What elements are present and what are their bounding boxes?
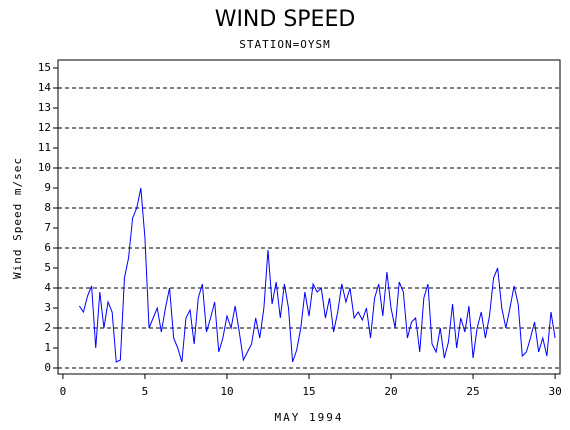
x-tick-label: 20 bbox=[384, 385, 397, 398]
x-tick-label: 0 bbox=[60, 385, 67, 398]
y-tick-label: 3 bbox=[44, 301, 51, 314]
y-tick-label: 13 bbox=[38, 101, 51, 114]
x-tick-label: 15 bbox=[302, 385, 315, 398]
chart-title: WIND SPEED bbox=[215, 7, 356, 32]
y-tick-label: 10 bbox=[38, 161, 51, 174]
y-tick-label: 7 bbox=[44, 221, 51, 234]
y-tick-label: 5 bbox=[44, 261, 51, 274]
y-tick-label: 0 bbox=[44, 361, 51, 374]
y-tick-label: 8 bbox=[44, 201, 51, 214]
y-tick-label: 4 bbox=[44, 281, 51, 294]
y-tick-label: 14 bbox=[38, 81, 52, 94]
y-tick-label: 12 bbox=[38, 121, 51, 134]
y-tick-label: 15 bbox=[38, 61, 51, 74]
y-axis-label: Wind Speed m/sec bbox=[11, 157, 24, 279]
y-tick-label: 6 bbox=[44, 241, 51, 254]
x-tick-label: 5 bbox=[142, 385, 149, 398]
x-tick-label: 25 bbox=[466, 385, 479, 398]
x-tick-label: 30 bbox=[548, 385, 561, 398]
y-tick-label: 9 bbox=[44, 181, 51, 194]
x-axis-label: MAY 1994 bbox=[275, 411, 344, 424]
chart-subtitle: STATION=OYSM bbox=[239, 38, 330, 51]
data-line bbox=[78, 187, 556, 363]
y-tick-label: 11 bbox=[38, 141, 51, 154]
y-tick-label: 1 bbox=[44, 341, 51, 354]
y-tick-label: 2 bbox=[44, 321, 51, 334]
x-tick-label: 10 bbox=[220, 385, 233, 398]
